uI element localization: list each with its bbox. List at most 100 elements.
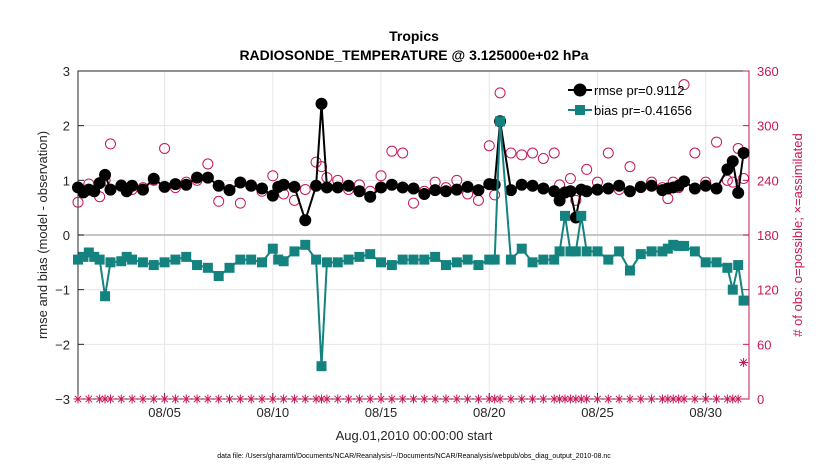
bias-point [516, 243, 527, 254]
y-tick-label: 3 [63, 64, 70, 79]
assimilated-point [300, 394, 310, 404]
y2-tick-label: 240 [757, 173, 779, 188]
bias-point [538, 254, 549, 265]
bias-point [192, 260, 203, 271]
bias-point [635, 249, 646, 260]
rmse-point [488, 178, 501, 191]
possible-point [267, 170, 279, 182]
bias-point [100, 291, 111, 302]
rmse-point [310, 179, 323, 192]
bias-point [489, 254, 500, 265]
rmse-point [126, 179, 139, 192]
rmse-point [526, 179, 539, 192]
rmse-point [450, 183, 463, 196]
bias-point [565, 246, 576, 257]
assimilated-point [398, 394, 408, 404]
rmse-point [364, 190, 377, 203]
possible-point [472, 194, 484, 206]
bias-point [462, 254, 473, 265]
rmse-point [212, 179, 225, 192]
bias-point [624, 265, 635, 276]
possible-point [299, 183, 311, 195]
y-tick-label: 1 [63, 173, 70, 188]
possible-point [624, 161, 636, 173]
possible-point [408, 197, 419, 209]
x-tick-label: 08/15 [365, 405, 398, 420]
bias-point [89, 251, 100, 262]
bias-point [376, 257, 387, 268]
legend: rmse pr=0.9112 bias pr=-0.41656 [568, 83, 692, 118]
assimilated-point [625, 394, 635, 404]
x-tick-label: 08/05 [148, 405, 181, 420]
rmse-point [613, 179, 626, 192]
assimilated-point [441, 394, 451, 404]
bias-point [527, 257, 538, 268]
bias-point [722, 262, 733, 273]
y2-tick-label: 180 [757, 228, 779, 243]
rmse-point [732, 186, 745, 199]
rmse-point [342, 179, 355, 192]
assimilated-point [484, 394, 494, 404]
rmse-point [299, 214, 312, 227]
rmse-point [602, 182, 615, 195]
bias-point [576, 210, 587, 221]
bias-point [159, 257, 170, 268]
bias-point [549, 254, 560, 265]
x-tick-label: 08/10 [257, 405, 290, 420]
bias-point [78, 251, 89, 262]
bias-point [673, 240, 684, 251]
bias-point [727, 284, 738, 295]
rmse-point [537, 182, 550, 195]
bias-point [181, 251, 192, 262]
possible-point [213, 195, 225, 207]
rmse-point [234, 176, 247, 189]
rmse-point [255, 182, 268, 195]
bias-point [332, 257, 343, 268]
legend-rmse-label: rmse pr=0.9112 [594, 83, 684, 98]
bias-point [738, 295, 749, 306]
bias-point [343, 254, 354, 265]
rmse-point [201, 171, 214, 184]
possible-point [202, 158, 214, 170]
bias-point [311, 254, 322, 265]
rmse-line [77, 103, 745, 224]
y2-tick-label: 0 [757, 392, 764, 407]
assimilated-point [712, 394, 722, 404]
rmse-point [169, 178, 182, 191]
y2-axis-label: # of obs: o=possible; ×=assimilated [790, 133, 805, 336]
legend-rmse-marker [573, 83, 587, 97]
assimilated-point [100, 394, 110, 404]
bias-point [300, 239, 311, 250]
bias-point [170, 254, 181, 265]
possible-point [711, 136, 723, 148]
assimilated-point [701, 394, 711, 404]
possible-point [570, 194, 582, 206]
assimilated-point [365, 394, 375, 404]
rmse-point [515, 178, 528, 191]
bias-point [105, 257, 116, 268]
possible-point [375, 170, 387, 182]
assimilated-point [506, 394, 516, 404]
legend-bias-label: bias pr=-0.41656 [594, 103, 692, 118]
bias-point [581, 246, 592, 257]
rmse-point [591, 183, 604, 196]
y-tick-label: −1 [55, 283, 70, 298]
y2-tick-label: 120 [757, 283, 779, 298]
rmse-point [158, 180, 171, 193]
bias-point [646, 246, 657, 257]
rmse-point [429, 184, 442, 197]
assimilated-point [571, 394, 581, 404]
rmse-point [147, 172, 160, 185]
possible-point [505, 147, 517, 159]
bias-point [94, 254, 105, 265]
bias-point [386, 260, 397, 271]
bias-point [440, 260, 451, 271]
possible-point [537, 152, 549, 164]
assimilated-point [311, 394, 321, 404]
possible-point [689, 147, 701, 159]
bias-point [365, 249, 376, 260]
bias-point [554, 246, 565, 257]
bias-point [278, 256, 289, 267]
possible-point [386, 145, 398, 157]
